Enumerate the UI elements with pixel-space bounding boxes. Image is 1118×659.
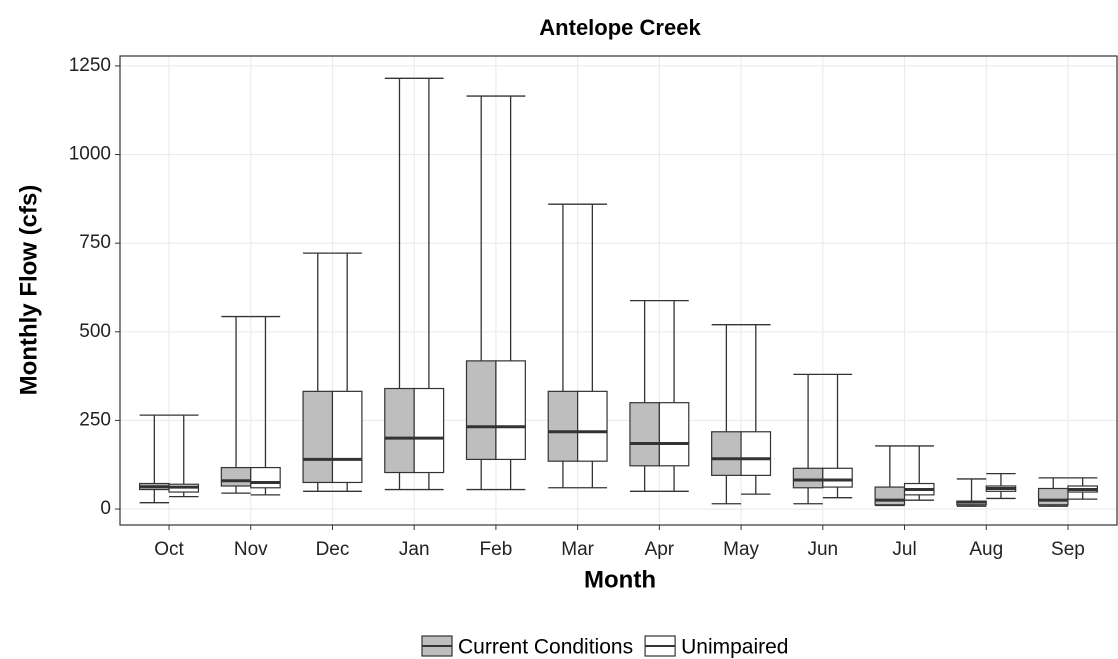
legend-label: Current Conditions [458, 636, 633, 659]
box [547, 390, 579, 462]
x-tick-label: Mar [561, 539, 594, 560]
box [577, 390, 608, 462]
panel-border [119, 55, 1118, 526]
box [413, 387, 445, 474]
legend-label: Unimpaired [681, 636, 788, 659]
box [331, 390, 363, 484]
x-tick-label: Dec [316, 539, 350, 560]
box [822, 467, 853, 488]
x-tick-label: Feb [480, 539, 513, 560]
x-axis-label: Month [584, 566, 656, 593]
box [874, 486, 906, 506]
x-tick-label: May [723, 539, 759, 560]
box [792, 467, 824, 489]
box [1037, 487, 1069, 506]
x-tick-label: Sep [1051, 539, 1085, 560]
box [250, 466, 281, 489]
box [220, 466, 252, 487]
y-axis-label: Monthly Flow (cfs) [15, 185, 42, 396]
x-tick-label: Jul [892, 539, 916, 560]
box [302, 390, 334, 484]
y-tick-label: 500 [79, 321, 111, 342]
y-tick-label: 1000 [69, 144, 111, 165]
x-tick-label: Apr [645, 539, 675, 560]
x-tick-label: Oct [154, 539, 184, 560]
box [465, 360, 497, 461]
box [711, 431, 742, 476]
box [495, 360, 526, 461]
chart-title: Antelope Creek [539, 15, 701, 40]
x-tick-label: Aug [969, 539, 1003, 560]
x-tick-label: Nov [234, 539, 268, 560]
y-tick-label: 0 [100, 498, 111, 519]
box [740, 431, 772, 476]
y-tick-label: 750 [79, 232, 111, 253]
box [384, 387, 415, 474]
y-tick-label: 250 [79, 409, 111, 430]
y-tick-label: 1250 [69, 55, 111, 76]
x-tick-label: Jun [807, 539, 838, 560]
x-tick-label: Jan [399, 539, 430, 560]
box [629, 402, 660, 467]
box [658, 402, 690, 467]
